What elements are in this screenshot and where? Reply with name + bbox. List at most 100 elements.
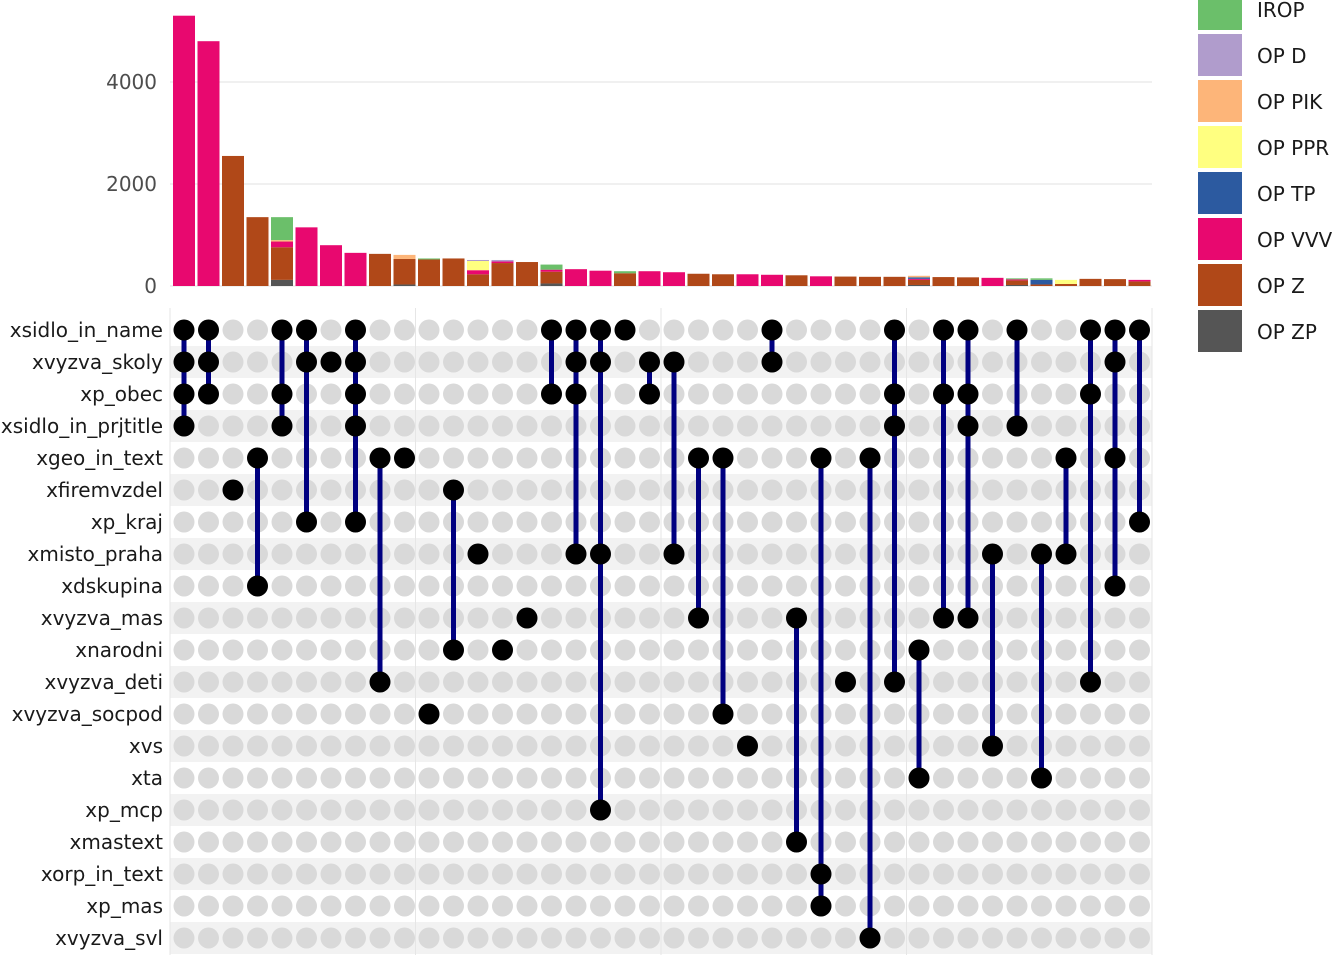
empty-dot <box>492 703 513 725</box>
empty-dot <box>737 415 758 437</box>
empty-dot <box>1055 927 1077 949</box>
empty-dot <box>835 543 856 565</box>
bar-segment <box>271 240 293 241</box>
empty-dot <box>1055 895 1077 917</box>
empty-dot <box>957 927 979 949</box>
empty-dot <box>516 799 538 821</box>
empty-dot <box>320 319 342 341</box>
empty-dot <box>198 703 219 725</box>
empty-dot <box>418 447 440 469</box>
empty-dot <box>320 799 342 821</box>
empty-dot <box>345 607 366 629</box>
empty-dot <box>565 703 587 725</box>
empty-dot <box>271 799 293 821</box>
empty-dot <box>737 799 758 821</box>
set-label: xvs <box>129 734 163 758</box>
bar-segment <box>393 258 416 285</box>
bar-segment <box>638 271 661 286</box>
empty-dot <box>1104 607 1126 629</box>
empty-dot <box>345 831 366 853</box>
empty-dot <box>1104 895 1126 917</box>
empty-dot <box>467 671 489 693</box>
empty-dot <box>198 927 219 949</box>
empty-dot <box>982 895 1003 917</box>
bar-segment <box>859 276 881 286</box>
empty-dot <box>663 831 685 853</box>
empty-dot <box>541 511 562 533</box>
empty-dot <box>957 831 979 853</box>
empty-dot <box>590 895 611 917</box>
empty-dot <box>786 351 807 373</box>
empty-dot <box>222 927 244 949</box>
empty-dot <box>1031 831 1052 853</box>
empty-dot <box>418 799 440 821</box>
empty-dot <box>541 479 562 501</box>
empty-dot <box>394 575 415 597</box>
empty-dot <box>737 639 758 661</box>
bar-segment <box>614 273 636 286</box>
empty-dot <box>933 895 954 917</box>
empty-dot <box>688 831 709 853</box>
empty-dot <box>222 767 244 789</box>
empty-dot <box>957 671 979 693</box>
set-label: xp_mcp <box>85 798 163 822</box>
set-label: xorp_in_text <box>41 862 163 886</box>
legend-swatch <box>1198 126 1242 168</box>
empty-dot <box>443 447 464 469</box>
member-dot <box>345 511 366 533</box>
bar-segment <box>320 245 342 286</box>
empty-dot <box>1031 351 1052 373</box>
legend-swatch <box>1198 264 1242 306</box>
empty-dot <box>222 639 244 661</box>
empty-dot <box>786 511 807 533</box>
empty-dot <box>639 639 660 661</box>
empty-dot <box>614 447 636 469</box>
empty-dot <box>394 319 415 341</box>
empty-dot <box>320 415 342 437</box>
empty-dot <box>247 415 268 437</box>
member-dot <box>957 383 979 405</box>
empty-dot <box>1006 799 1028 821</box>
empty-dot <box>859 351 881 373</box>
empty-dot <box>565 575 587 597</box>
empty-dot <box>198 415 219 437</box>
empty-dot <box>541 895 562 917</box>
bar-segment <box>908 275 930 278</box>
empty-dot <box>737 479 758 501</box>
empty-dot <box>443 415 464 437</box>
empty-dot <box>369 735 391 757</box>
bar-segment <box>785 275 808 286</box>
empty-dot <box>320 735 342 757</box>
empty-dot <box>884 863 905 885</box>
empty-dot <box>492 511 513 533</box>
empty-dot <box>516 447 538 469</box>
empty-dot <box>345 543 366 565</box>
empty-dot <box>982 351 1003 373</box>
bar-segment <box>981 277 1004 286</box>
empty-dot <box>443 799 464 821</box>
member-dot <box>1104 319 1126 341</box>
empty-dot <box>320 863 342 885</box>
empty-dot <box>1129 831 1150 853</box>
empty-dot <box>320 767 342 789</box>
empty-dot <box>663 575 685 597</box>
empty-dot <box>761 511 783 533</box>
empty-dot <box>247 319 268 341</box>
empty-dot <box>1129 767 1150 789</box>
empty-dot <box>541 447 562 469</box>
empty-dot <box>271 447 293 469</box>
empty-dot <box>369 927 391 949</box>
empty-dot <box>761 863 783 885</box>
bar-segment <box>540 264 563 270</box>
empty-dot <box>1055 735 1077 757</box>
empty-dot <box>467 735 489 757</box>
empty-dot <box>688 415 709 437</box>
empty-dot <box>369 831 391 853</box>
member-dot <box>1080 671 1101 693</box>
set-label: xfiremvzdel <box>46 478 163 502</box>
empty-dot <box>1080 735 1101 757</box>
empty-dot <box>1104 863 1126 885</box>
member-dot <box>957 607 979 629</box>
empty-dot <box>810 351 832 373</box>
